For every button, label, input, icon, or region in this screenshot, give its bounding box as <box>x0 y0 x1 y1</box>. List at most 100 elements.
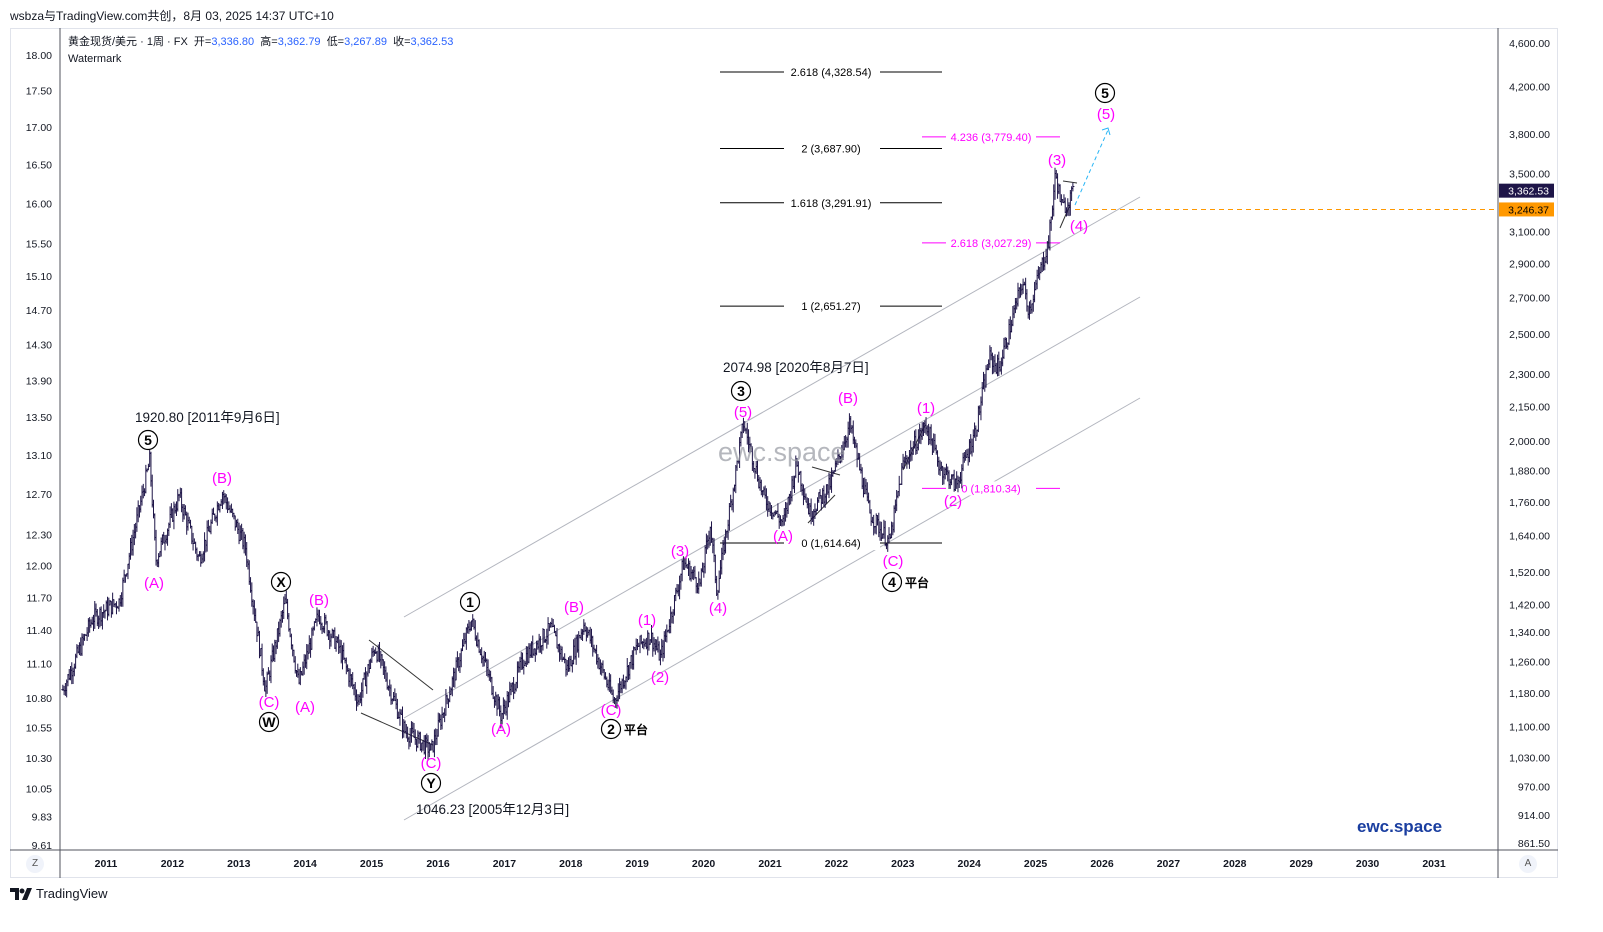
time-axis-tick: 2030 <box>1356 858 1380 870</box>
fib-ext-label: 2.618 (3,027.29) <box>951 238 1032 250</box>
right-axis-tick: 1,420.00 <box>1509 599 1550 611</box>
left-axis-tick: 10.30 <box>26 753 52 765</box>
minor-wave-label: (A) <box>295 699 315 716</box>
right-axis-tick: 1,030.00 <box>1509 753 1550 765</box>
fib-level-label: 1 (2,651.27) <box>801 301 860 313</box>
projection-arrow <box>1074 129 1109 206</box>
time-axis-tick: 2025 <box>1024 858 1048 870</box>
fib-level-label: 2.618 (4,328.54) <box>791 67 872 79</box>
log-scale-toggle-left[interactable]: Z <box>26 855 44 873</box>
fib-ext-label: 0 (1,810.34) <box>961 483 1020 495</box>
time-axis-tick: 2013 <box>227 858 251 870</box>
wave-circle <box>258 711 280 733</box>
time-axis-tick: 2031 <box>1422 858 1446 870</box>
time-axis-tick: 2020 <box>692 858 716 870</box>
wave-circle <box>1094 82 1116 104</box>
time-axis-tick: 2022 <box>825 858 849 870</box>
watermark-legend[interactable]: Watermark <box>68 53 122 65</box>
right-axis-tick: 970.00 <box>1518 781 1550 793</box>
minor-wave-label: (3) <box>1048 152 1066 169</box>
brand-text: ewc.space <box>1357 817 1442 836</box>
open-value: 3,336.80 <box>211 36 255 48</box>
left-axis-tick: 9.83 <box>32 812 53 824</box>
last-price-label: 3,362.53 <box>1508 186 1549 198</box>
minor-wave-label: (5) <box>734 404 752 421</box>
trend-channel-line <box>403 196 1141 618</box>
minor-wave-label: (B) <box>564 599 584 616</box>
right-axis-tick: 1,880.00 <box>1509 465 1550 477</box>
tradingview-logo-icon <box>10 887 32 900</box>
wave-note: 平台 <box>624 722 648 737</box>
major-wave-label: 2 <box>607 721 615 737</box>
time-axis-tick: 2019 <box>626 858 650 870</box>
minor-wave-label: (C) <box>421 755 442 772</box>
price-annotation: 1920.80 [2011年9月6日] <box>135 410 280 425</box>
auto-scale-button[interactable]: A <box>1519 855 1537 873</box>
right-axis-tick: 1,640.00 <box>1509 531 1550 543</box>
right-axis-tick: 1,180.00 <box>1509 688 1550 700</box>
left-axis-tick: 15.50 <box>26 238 52 250</box>
right-axis-tick: 4,200.00 <box>1509 81 1550 93</box>
left-axis-tick: 11.70 <box>27 592 53 604</box>
price-annotation: 1046.23 [2005年12月3日] <box>416 802 569 817</box>
open-label: 开= <box>193 36 212 48</box>
fib-level-label: 1.618 (3,291.91) <box>791 198 872 210</box>
left-axis-tick: 13.50 <box>26 412 52 424</box>
high-label: 高= <box>260 36 278 48</box>
right-axis-tick: 3,500.00 <box>1509 169 1550 181</box>
minor-wave-label: (A) <box>144 575 164 592</box>
level-price-label: 3,246.37 <box>1508 204 1549 216</box>
left-axis-tick: 18.00 <box>26 50 52 62</box>
pattern-line <box>1062 180 1078 184</box>
minor-wave-label: (2) <box>651 669 669 686</box>
last-price-tag <box>1499 183 1554 198</box>
share-caption: wsbza与TradingView.com共创，8月 03, 2025 14:3… <box>10 9 334 23</box>
time-axis-tick: 2011 <box>95 858 118 870</box>
right-axis-tick: 3,100.00 <box>1509 226 1550 238</box>
time-axis-tick: 2014 <box>294 858 318 870</box>
minor-wave-label: (C) <box>883 553 904 570</box>
fib-label-bg <box>784 141 880 156</box>
left-axis-tick: 11.10 <box>27 659 53 671</box>
low-value: 3,267.89 <box>344 36 387 48</box>
right-axis-tick: 2,000.00 <box>1509 436 1550 448</box>
minor-wave-label: (A) <box>773 528 793 545</box>
pattern-line <box>1059 204 1071 229</box>
left-axis-tick: 10.80 <box>26 693 52 705</box>
wave-circle <box>420 772 442 794</box>
time-axis-tick: 2016 <box>426 858 450 870</box>
right-axis-tick: 2,300.00 <box>1509 369 1550 381</box>
right-axis-tick: 2,900.00 <box>1509 258 1550 270</box>
major-wave-label: 1 <box>466 594 474 610</box>
trend-channel-line <box>403 397 1141 821</box>
symbol-title[interactable]: 黄金现货/美元 · 1周 · FX <box>68 36 188 48</box>
right-axis-tick: 3,800.00 <box>1509 129 1550 141</box>
close-value: 3,362.53 <box>410 36 454 48</box>
left-axis-tick: 15.10 <box>26 271 52 283</box>
wave-circle <box>137 429 159 451</box>
time-axis-tick: 2024 <box>958 858 982 870</box>
price-annotation: 2074.98 [2020年8月7日] <box>723 360 869 375</box>
time-axis-tick: 2029 <box>1290 858 1314 870</box>
minor-wave-label: (4) <box>1070 218 1088 235</box>
major-wave-label: 5 <box>1101 85 1109 101</box>
right-axis-tick: 1,340.00 <box>1509 627 1550 639</box>
high-value: 3,362.79 <box>277 36 321 48</box>
tradingview-logo[interactable]: TradingView <box>10 886 108 901</box>
time-axis-tick: 2015 <box>360 858 384 870</box>
fib-ext-label-bg <box>946 235 1036 250</box>
minor-wave-label: (B) <box>309 592 329 609</box>
left-axis-tick: 9.61 <box>32 840 53 852</box>
left-axis-tick: 13.90 <box>26 375 52 387</box>
right-axis-tick: 914.00 <box>1518 810 1550 822</box>
time-axis-tick: 2023 <box>891 858 915 870</box>
left-axis-tick: 17.00 <box>26 122 52 134</box>
minor-wave-label: (4) <box>709 600 727 617</box>
right-axis-tick: 1,760.00 <box>1509 497 1550 509</box>
time-axis-tick: 2018 <box>559 858 583 870</box>
pattern-line <box>360 712 434 746</box>
wave-circle <box>881 571 903 593</box>
minor-wave-label: (5) <box>1097 106 1115 123</box>
right-axis-tick: 4,600.00 <box>1509 38 1550 50</box>
